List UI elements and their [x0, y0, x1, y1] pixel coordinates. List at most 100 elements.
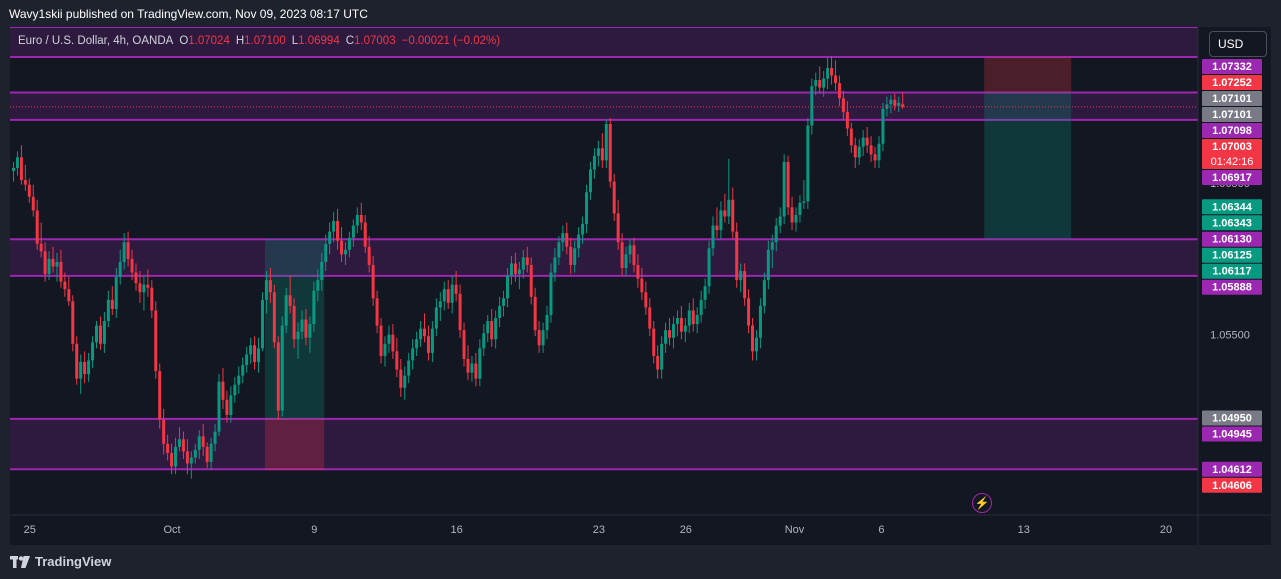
candle-body — [130, 258, 134, 273]
candle-body — [766, 249, 770, 281]
candle-body — [557, 242, 561, 258]
candle-body — [300, 319, 304, 332]
candle-body — [865, 137, 869, 146]
candle-body — [849, 128, 853, 146]
candle-body — [209, 443, 213, 463]
price-label-text: 1.06125 — [1212, 250, 1252, 262]
candle-body — [272, 292, 276, 343]
open-label: O — [179, 35, 189, 47]
candle-body — [877, 143, 881, 161]
candle-body — [506, 275, 509, 299]
candle-body — [897, 102, 901, 106]
price-label-text: 1.06117 — [1212, 266, 1251, 278]
x-tick-label: Nov — [785, 524, 805, 536]
candle-body — [751, 325, 755, 352]
candle-body — [55, 261, 59, 267]
candle-body — [122, 242, 126, 262]
price-label-tag — [1202, 231, 1262, 247]
price-label-text: 1.04950 — [1212, 413, 1252, 425]
candle-body — [158, 371, 162, 420]
candle-body — [837, 83, 841, 99]
candle-body — [719, 210, 723, 231]
candle-body — [798, 202, 802, 215]
candle-body — [494, 318, 498, 340]
candle-body — [67, 289, 71, 302]
candle-body — [474, 363, 478, 379]
candle-body — [715, 225, 719, 231]
candle-body — [403, 375, 407, 388]
candle-body — [336, 221, 340, 241]
price-label-text: 1.07098 — [1212, 125, 1252, 137]
candle-body — [257, 348, 261, 362]
price-label-text: 1.07101 — [1212, 109, 1252, 121]
close-label: C — [345, 35, 355, 47]
candle-body — [561, 233, 565, 243]
candle-body — [276, 342, 280, 411]
candle-body — [332, 221, 336, 232]
price-label-text: 1.07003 — [1212, 141, 1252, 153]
candle-body — [881, 108, 885, 144]
candle-body — [699, 299, 703, 315]
candle-body — [490, 321, 494, 340]
price-label-text: 1.06130 — [1212, 234, 1252, 246]
candle-body — [770, 242, 774, 250]
candle-body — [31, 196, 35, 211]
candle-body — [588, 169, 592, 193]
candle-body — [260, 299, 264, 349]
price-label-text: 1.04945 — [1212, 429, 1252, 441]
candle-body — [371, 264, 375, 299]
candle-body — [304, 319, 308, 338]
candle-body — [794, 214, 798, 223]
candle-body — [636, 264, 640, 279]
candle-body — [233, 384, 237, 396]
candle-body — [106, 299, 110, 322]
candle-body — [664, 330, 668, 344]
candle-body — [731, 199, 735, 232]
candle-body — [312, 290, 316, 325]
lightning-bolt-icon[interactable]: ⚡ — [972, 493, 992, 513]
candle-body — [782, 161, 786, 217]
candle-body — [47, 258, 51, 275]
candle-body — [166, 443, 170, 453]
candle-body — [197, 436, 201, 450]
candle-body — [12, 167, 15, 171]
price-label-tag — [1202, 123, 1262, 138]
candle-body — [193, 449, 197, 458]
tradingview-logo[interactable]: TradingView — [10, 554, 111, 569]
price-label-tag — [1202, 426, 1262, 442]
candle-body — [363, 222, 367, 247]
candle-body — [841, 98, 845, 112]
candle-body — [340, 240, 344, 255]
price-label-tag — [1202, 461, 1262, 477]
candle-body — [545, 314, 549, 331]
candle-body — [869, 145, 873, 155]
candle-body — [27, 184, 31, 197]
candle-body — [470, 363, 474, 373]
candle-body — [873, 154, 877, 161]
symbol-name[interactable]: Euro / U.S. Dollar, 4h, OANDA — [18, 35, 174, 47]
candle-body — [150, 287, 154, 311]
candle-body — [387, 334, 391, 344]
candle-body — [316, 280, 320, 291]
candle-body — [640, 278, 644, 293]
candle-body — [853, 145, 857, 158]
chart-area[interactable]: 1.065001.055001.045001.073321.072521.071… — [10, 27, 1271, 545]
price-label-tag — [1202, 215, 1262, 231]
candle-body — [35, 210, 39, 244]
currency-button[interactable]: USD — [1209, 31, 1267, 57]
candle-body — [79, 361, 83, 379]
x-tick-label: 23 — [593, 524, 605, 536]
candle-body — [549, 272, 553, 315]
price-label-tag — [1202, 247, 1262, 263]
candle-body — [351, 225, 355, 238]
candle-body — [802, 201, 806, 203]
price-chart[interactable]: 1.065001.055001.045001.073321.072521.071… — [10, 27, 1271, 545]
candle-body — [644, 292, 648, 308]
price-label-tag — [1202, 107, 1262, 122]
candle-body — [569, 246, 573, 265]
candle-body — [154, 310, 158, 372]
candle-body — [553, 257, 557, 273]
position-stop-zone — [264, 418, 325, 471]
candle-body — [762, 280, 766, 306]
price-label-text: 1.06343 — [1212, 217, 1252, 229]
